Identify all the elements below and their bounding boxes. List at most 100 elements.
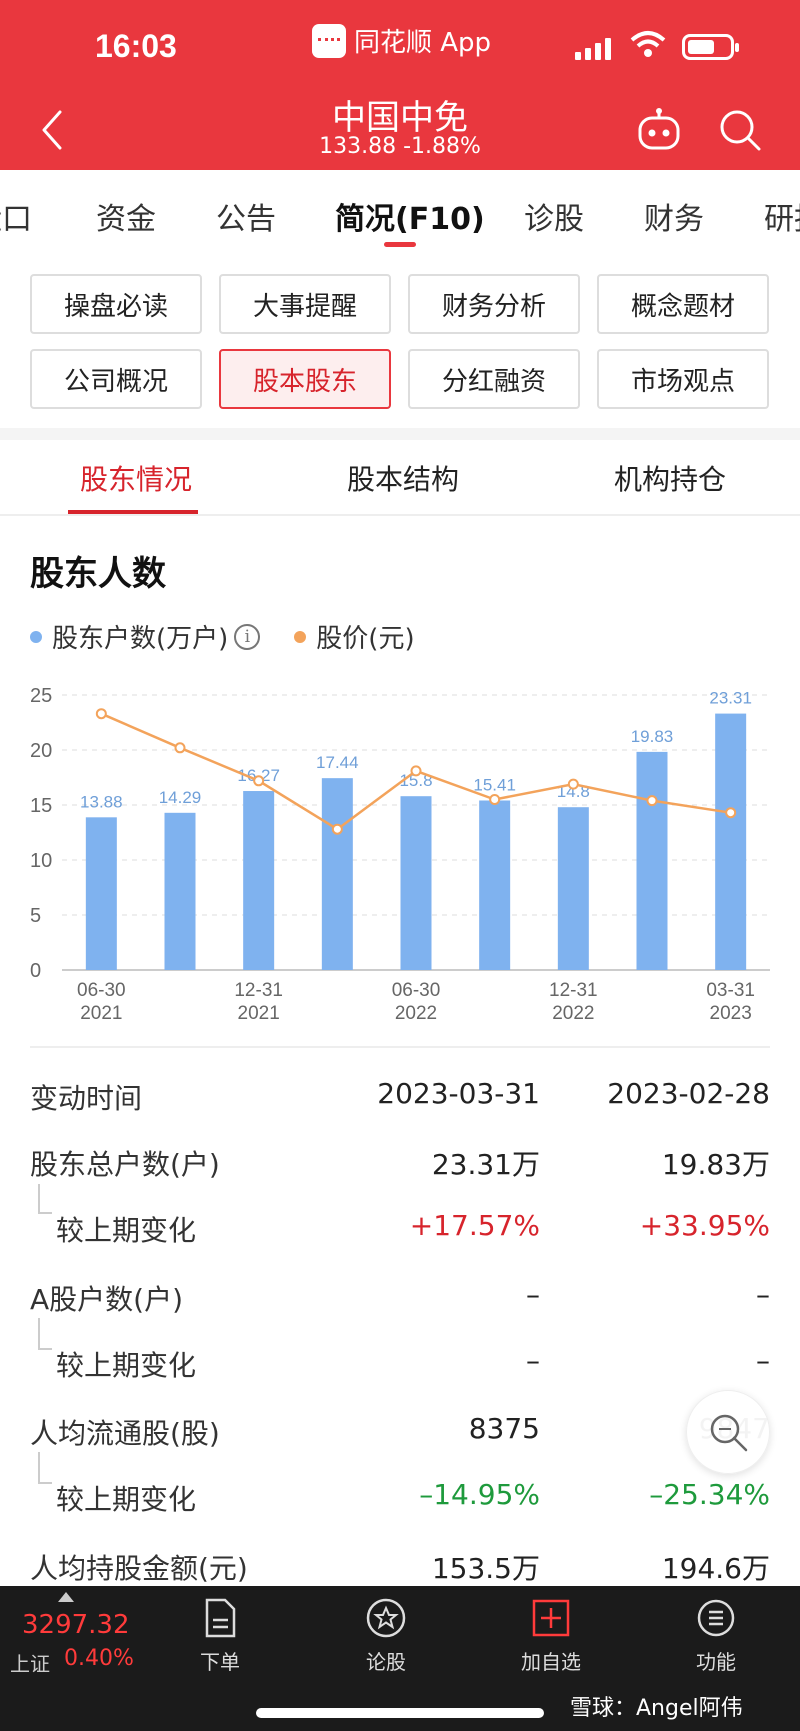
- tree-connector: [38, 1452, 52, 1484]
- btn-dividends[interactable]: 分红融资: [408, 349, 580, 409]
- bar-value-label: 23.31: [709, 689, 752, 708]
- nav-discuss[interactable]: 论股: [331, 1596, 441, 1675]
- stock-price-change: 133.88 -1.88%: [319, 134, 481, 159]
- signal-icon: [575, 38, 611, 60]
- index-name: 上证: [10, 1652, 50, 1676]
- row-label: 较上期变化: [56, 1349, 197, 1382]
- back-icon[interactable]: [40, 108, 64, 152]
- price-point: [646, 795, 658, 807]
- nav-add-watchlist[interactable]: 加自选: [496, 1596, 606, 1675]
- btn-financial-analysis[interactable]: 财务分析: [408, 274, 580, 334]
- tab-announcements[interactable]: 公告: [216, 202, 276, 237]
- btn-concepts[interactable]: 概念题材: [597, 274, 769, 334]
- tab-pankou[interactable]: 盘口: [0, 202, 32, 237]
- bar: [243, 791, 275, 970]
- battery-icon: [682, 34, 739, 60]
- legend-price-dot: [294, 630, 307, 643]
- row-label: 人均流通股(股): [30, 1417, 220, 1450]
- x-tick-label: 03-31: [706, 980, 755, 1001]
- info-icon[interactable]: i: [234, 623, 261, 650]
- tree-connector: [38, 1184, 52, 1214]
- table-row: A股户数(户) – –: [0, 1266, 800, 1326]
- bar: [321, 778, 353, 970]
- row-value-current: 2023-03-31: [377, 1077, 540, 1110]
- row-label: A股户数(户): [30, 1283, 184, 1316]
- robot-assistant-icon[interactable]: [636, 108, 682, 152]
- bar: [479, 800, 511, 970]
- nav-functions[interactable]: 功能: [661, 1596, 771, 1675]
- btn-trading-must-read[interactable]: 操盘必读: [30, 274, 202, 334]
- status-app: 同花顺 App: [312, 22, 491, 59]
- y-tick-label: 5: [30, 905, 41, 927]
- bar-value-label: 19.83: [631, 727, 674, 746]
- tab-diagnosis[interactable]: 诊股: [524, 202, 584, 237]
- tab-research[interactable]: 研报: [764, 202, 800, 237]
- index-value[interactable]: 3297.32: [22, 1610, 130, 1640]
- row-value-current: 23.31万: [431, 1148, 540, 1181]
- bar: [164, 812, 196, 970]
- row-label: 较上期变化: [56, 1214, 197, 1247]
- x-tick-label: 2022: [395, 1003, 437, 1024]
- btn-company-overview[interactable]: 公司概况: [30, 349, 202, 409]
- x-tick-label: 2022: [552, 1003, 594, 1024]
- y-tick-label: 15: [30, 795, 52, 817]
- row-value-previous: –: [756, 1278, 770, 1311]
- section-separator: [0, 428, 800, 440]
- sub-tabs: 股东情况 股本结构 机构持仓: [0, 440, 800, 516]
- subtab-shareholders[interactable]: 股东情况: [80, 463, 193, 496]
- bar-value-label: 17.44: [316, 753, 359, 772]
- price-point: [174, 742, 186, 754]
- bar-value-label: 14.29: [159, 788, 202, 807]
- row-value-previous: 19.83万: [661, 1148, 770, 1181]
- nav-order[interactable]: 下单: [165, 1596, 275, 1675]
- x-tick-label: 12-31: [234, 980, 283, 1001]
- table-row: 较上期变化 –14.95% –25.34%: [0, 1466, 800, 1526]
- price-point: [95, 708, 107, 720]
- bar: [715, 713, 747, 970]
- stock-name: 中国中免: [332, 98, 468, 138]
- price-point: [725, 807, 737, 819]
- row-value-previous: –: [756, 1344, 770, 1377]
- document-icon: [205, 1598, 236, 1638]
- zoom-button[interactable]: [686, 1390, 770, 1474]
- btn-event-reminder[interactable]: 大事提醒: [219, 274, 391, 334]
- bar: [636, 751, 668, 970]
- chart-legend: 股东户数(万户) i 股价(元): [30, 618, 415, 655]
- tab-finance[interactable]: 财务: [644, 202, 704, 237]
- row-value-previous: +33.95%: [639, 1209, 770, 1242]
- row-value-previous: –25.34%: [649, 1478, 770, 1511]
- tab-funds[interactable]: 资金: [96, 202, 156, 237]
- y-tick-label: 10: [30, 850, 52, 872]
- shareholder-chart: 252015105013.8814.2916.2717.4415.815.411…: [30, 685, 770, 1024]
- plus-box-icon: [532, 1599, 570, 1637]
- btn-shareholders[interactable]: 股本股东: [219, 349, 391, 409]
- tab-f10[interactable]: 简况(F10): [335, 202, 485, 237]
- table-row: 变动时间 2023-03-31 2023-02-28: [0, 1065, 800, 1125]
- search-icon[interactable]: [718, 108, 762, 152]
- row-label: 人均持股金额(元): [30, 1552, 248, 1585]
- legend-holders-dot: [30, 630, 42, 643]
- table-row: 较上期变化 – –: [0, 1332, 800, 1392]
- row-value-current: –14.95%: [419, 1478, 540, 1511]
- subtab-institutions[interactable]: 机构持仓: [614, 463, 727, 496]
- row-value-previous: 194.6万: [661, 1552, 770, 1585]
- btn-market-views[interactable]: 市场观点: [597, 349, 769, 409]
- section-title: 股东人数: [30, 554, 166, 594]
- star-badge-icon: [366, 1598, 406, 1638]
- wifi-icon: [630, 31, 666, 57]
- price-point: [489, 794, 501, 805]
- x-tick-label: 06-30: [77, 980, 126, 1001]
- tab-active-indicator: [384, 242, 416, 247]
- chart-divider: [30, 1046, 770, 1048]
- row-value-current: –: [526, 1278, 540, 1311]
- price-point: [331, 823, 343, 835]
- bar: [400, 796, 432, 970]
- f10-tabs: 盘口 资金 公告 简况(F10) 诊股 财务 研报: [0, 170, 800, 260]
- status-time: 16:03: [95, 28, 177, 64]
- price-point: [253, 775, 265, 787]
- table-row: 较上期变化 +17.57% +33.95%: [0, 1197, 800, 1257]
- subtab-share-structure[interactable]: 股本结构: [347, 463, 460, 496]
- row-label: 较上期变化: [56, 1483, 197, 1516]
- magnifier-icon: [710, 1414, 748, 1452]
- index-expand-icon[interactable]: [58, 1592, 74, 1602]
